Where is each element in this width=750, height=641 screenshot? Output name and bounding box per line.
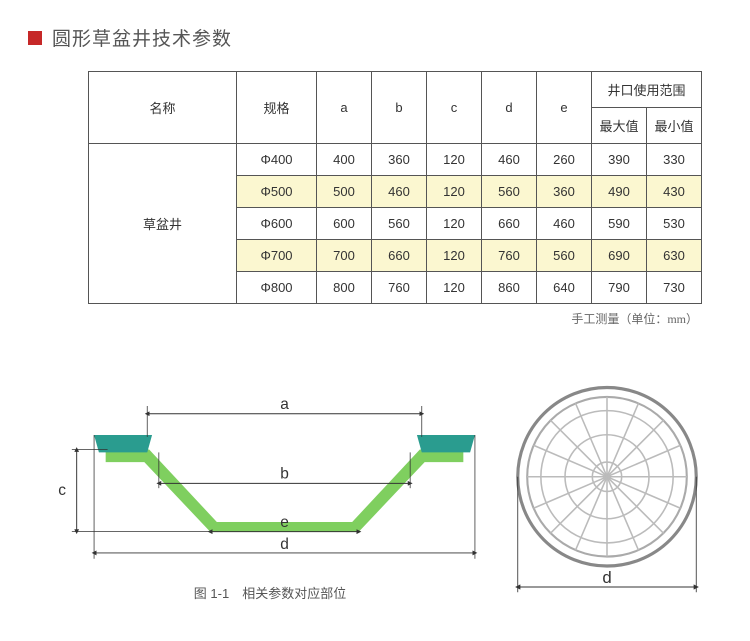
cell-min: 330	[647, 144, 702, 176]
dim-label-a: a	[280, 396, 289, 413]
title-bullet-square	[28, 31, 42, 45]
cell-max: 590	[592, 208, 647, 240]
cell-spec: Φ700	[237, 240, 317, 272]
cross-section-caption: 图 1-1 相关参数对应部位	[38, 583, 502, 602]
cell-d: 660	[482, 208, 537, 240]
col-d: d	[482, 72, 537, 144]
cross-section-diagram: a b c e d 图 1-1 相关参数对应部位	[38, 377, 502, 613]
spec-table-wrap: 名称 规格 a b c d e 井口使用范围 最大值 最小值 草盆井Φ40040…	[28, 71, 722, 327]
page-title: 圆形草盆井技术参数	[52, 24, 232, 51]
dim-label-c: c	[58, 482, 66, 499]
cell-b: 560	[372, 208, 427, 240]
cell-a: 500	[317, 176, 372, 208]
cell-min: 530	[647, 208, 702, 240]
cell-d: 560	[482, 176, 537, 208]
table-caption: 手工测量（单位：mm）	[88, 310, 702, 327]
col-max: 最大值	[592, 108, 647, 144]
cell-spec: Φ600	[237, 208, 317, 240]
cell-spec: Φ800	[237, 272, 317, 304]
cell-max: 690	[592, 240, 647, 272]
cell-a: 600	[317, 208, 372, 240]
cell-c: 120	[427, 208, 482, 240]
cross-section-svg: a b c e d	[38, 377, 502, 570]
col-range-group: 井口使用范围	[592, 72, 702, 108]
col-b: b	[372, 72, 427, 144]
cell-e: 560	[537, 240, 592, 272]
cell-b: 460	[372, 176, 427, 208]
cell-b: 660	[372, 240, 427, 272]
cell-spec: Φ400	[237, 144, 317, 176]
spec-table-body: 草盆井Φ400400360120460260390330Φ50050046012…	[89, 144, 702, 304]
cell-e: 260	[537, 144, 592, 176]
cell-e: 640	[537, 272, 592, 304]
cell-min: 430	[647, 176, 702, 208]
cell-a: 800	[317, 272, 372, 304]
cell-max: 790	[592, 272, 647, 304]
cell-c: 120	[427, 272, 482, 304]
col-spec: 规格	[237, 72, 317, 144]
cell-spec: Φ500	[237, 176, 317, 208]
top-view-diagram: d	[502, 377, 712, 613]
dim-label-e: e	[280, 514, 289, 531]
cell-c: 120	[427, 240, 482, 272]
dim-label-b: b	[280, 465, 289, 482]
cell-a: 400	[317, 144, 372, 176]
cell-name: 草盆井	[89, 144, 237, 304]
cell-a: 700	[317, 240, 372, 272]
cell-b: 360	[372, 144, 427, 176]
spec-table: 名称 规格 a b c d e 井口使用范围 最大值 最小值 草盆井Φ40040…	[88, 71, 702, 304]
rim-right	[417, 435, 475, 452]
dim-label-d: d	[280, 536, 289, 553]
cell-b: 760	[372, 272, 427, 304]
cell-min: 730	[647, 272, 702, 304]
col-min: 最小值	[647, 108, 702, 144]
cell-d: 460	[482, 144, 537, 176]
cell-c: 120	[427, 144, 482, 176]
cell-d: 860	[482, 272, 537, 304]
col-e: e	[537, 72, 592, 144]
top-dim-label-d: d	[602, 568, 611, 587]
top-view-svg: d	[502, 377, 712, 608]
table-row: 草盆井Φ400400360120460260390330	[89, 144, 702, 176]
top-spokes	[527, 397, 687, 557]
cell-max: 390	[592, 144, 647, 176]
cell-e: 360	[537, 176, 592, 208]
col-a: a	[317, 72, 372, 144]
col-name: 名称	[89, 72, 237, 144]
cell-d: 760	[482, 240, 537, 272]
col-c: c	[427, 72, 482, 144]
diagram-area: a b c e d 图 1-1 相关参数对应部位	[28, 377, 722, 613]
cell-min: 630	[647, 240, 702, 272]
cell-max: 490	[592, 176, 647, 208]
cell-c: 120	[427, 176, 482, 208]
page-title-row: 圆形草盆井技术参数	[28, 24, 722, 51]
cell-e: 460	[537, 208, 592, 240]
